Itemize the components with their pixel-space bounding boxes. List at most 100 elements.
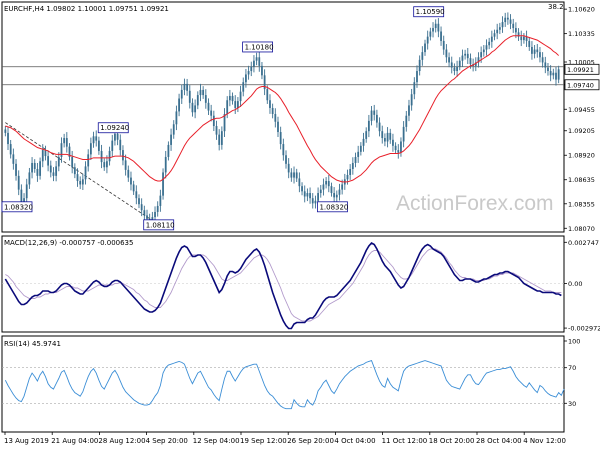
candle-body	[194, 105, 197, 113]
candle-body	[9, 144, 12, 155]
candle-body	[501, 22, 504, 28]
candle-body	[357, 151, 360, 157]
candle-body	[375, 114, 378, 123]
candle	[258, 51, 261, 72]
candle-body	[47, 156, 50, 166]
candle	[170, 128, 172, 151]
price-y-tick-label: 1.08920	[568, 152, 595, 160]
candle	[277, 116, 279, 137]
candle	[52, 167, 55, 182]
candle	[306, 188, 309, 202]
candle	[33, 159, 36, 173]
candle-body	[73, 167, 76, 175]
candle-body	[333, 193, 336, 198]
candle	[186, 78, 189, 96]
candle-body	[287, 163, 290, 173]
candle	[207, 98, 210, 115]
candle-body	[541, 57, 544, 63]
rsi-y-tick-label: 30	[568, 400, 576, 408]
candle	[536, 43, 539, 58]
candle	[269, 94, 271, 114]
candle	[461, 49, 464, 67]
candle-body	[154, 211, 156, 218]
candle	[397, 144, 400, 159]
price-y-tick-label: 1.08635	[568, 176, 595, 184]
price-y-tick-label: 1.10620	[568, 6, 595, 14]
candle-body	[555, 72, 557, 80]
candle	[367, 114, 370, 138]
candle-body	[367, 120, 370, 132]
candle-body	[536, 49, 539, 53]
candle-body	[351, 162, 354, 169]
candle	[47, 150, 50, 172]
candle-body	[314, 200, 317, 204]
candle	[194, 99, 197, 119]
candle-body	[127, 169, 130, 178]
candle-body	[485, 45, 488, 50]
candle-body	[397, 150, 400, 153]
candle-body	[196, 95, 199, 106]
candle-body	[253, 60, 255, 67]
candle-body	[410, 94, 413, 106]
price-annotation-box	[143, 219, 175, 231]
candle-body	[547, 67, 549, 72]
candle	[196, 91, 199, 110]
candle-body	[437, 23, 440, 32]
x-tick-label: 11 Oct 12:00	[382, 437, 428, 445]
candle	[71, 150, 74, 174]
candle	[533, 44, 536, 59]
candle-body	[186, 83, 189, 91]
candle-body	[474, 62, 477, 66]
price-annotation-box	[1, 201, 33, 213]
candle-body	[466, 53, 469, 59]
candle	[381, 125, 384, 144]
candle-body	[89, 143, 92, 155]
candle	[65, 132, 68, 153]
candle	[528, 37, 531, 51]
candle	[111, 134, 114, 157]
level-price-label: 1.09740	[567, 81, 594, 89]
candle-body	[394, 145, 397, 151]
candle-body	[100, 150, 103, 163]
candle	[357, 145, 360, 163]
candle	[362, 132, 365, 152]
candle-body	[378, 122, 381, 132]
candle	[138, 194, 140, 209]
candle-body	[346, 175, 349, 180]
candle-body	[271, 107, 274, 114]
price-annotation-label: 1.08320	[319, 203, 348, 211]
candle	[89, 137, 92, 160]
candle	[370, 106, 373, 126]
candle-body	[15, 163, 17, 176]
rsi-line	[4, 360, 565, 410]
candle	[405, 110, 408, 132]
candle	[474, 57, 477, 72]
candle-body	[39, 161, 41, 176]
candle-body	[429, 31, 432, 37]
candle-body	[25, 184, 28, 199]
candle	[349, 164, 352, 180]
candle-body	[92, 136, 95, 144]
macd-y-tick-label: -0.002972	[568, 325, 600, 333]
symbol-header: EURCHF,H4 1.09802 1.10001 1.09751 1.0992…	[4, 5, 169, 13]
candle	[547, 62, 549, 76]
candle	[135, 185, 138, 205]
candle-body	[557, 69, 560, 80]
watermark: ActionForex.com	[396, 192, 554, 215]
candle-body	[274, 113, 277, 122]
candle	[263, 69, 266, 96]
price-panel-frame	[1, 1, 565, 233]
candle	[303, 185, 306, 203]
candle	[309, 187, 311, 204]
candle-body	[33, 162, 36, 169]
candle-body	[143, 210, 146, 216]
candle	[87, 149, 90, 172]
candle	[359, 142, 362, 156]
candle	[464, 49, 467, 60]
candle	[130, 171, 132, 191]
candle	[119, 134, 122, 156]
price-plot: 1.08320 1.09240 1.08110 1.10180 1.08320 1.105…	[1, 6, 564, 231]
candle	[520, 30, 523, 47]
candle	[28, 167, 31, 189]
